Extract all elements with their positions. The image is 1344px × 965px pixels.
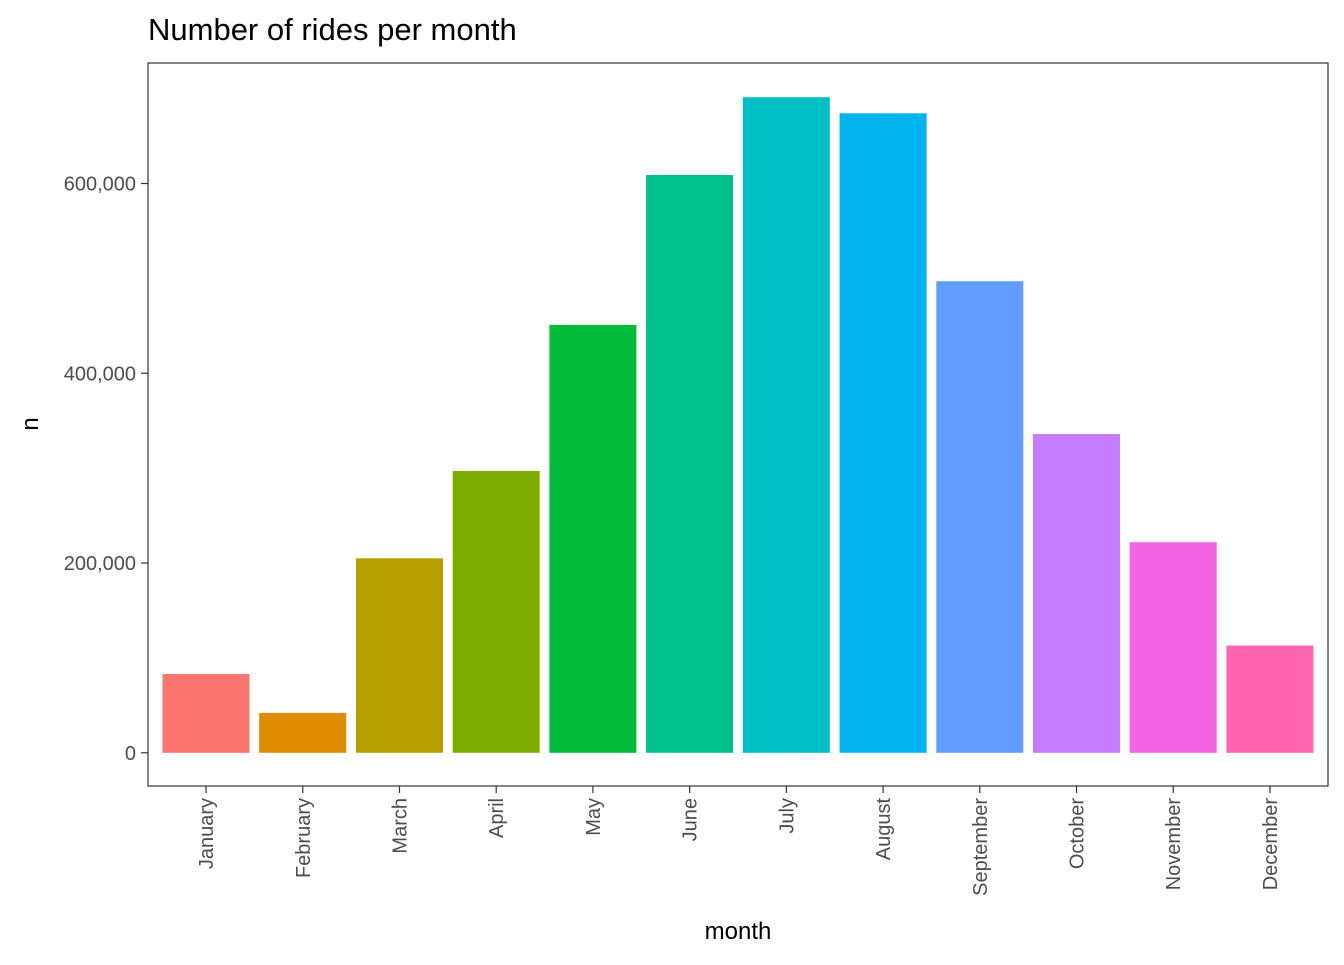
bar-september: [936, 281, 1024, 753]
bar-february: [259, 712, 347, 753]
x-tick-label: April: [486, 798, 508, 838]
x-tick-label: January: [196, 798, 218, 869]
bar-may: [549, 324, 637, 753]
bar-july: [742, 97, 830, 753]
x-tick-label: March: [390, 798, 412, 854]
y-tick-label: 400,000: [64, 363, 136, 385]
chart-title: Number of rides per month: [148, 12, 517, 47]
bar-march: [356, 558, 443, 753]
x-tick-label: August: [873, 798, 895, 861]
bar-december: [1226, 645, 1314, 753]
x-tick-label: May: [583, 798, 605, 836]
bar-june: [646, 175, 734, 753]
bar-november: [1129, 542, 1217, 753]
y-axis: 0 200,000 400,000 600,000: [64, 174, 148, 765]
bar-august: [839, 113, 927, 753]
x-axis-title: month: [705, 918, 772, 945]
bars-group: [162, 97, 1314, 753]
bar-october: [1033, 434, 1120, 753]
x-tick-label: September: [970, 798, 992, 896]
y-tick-label: 200,000: [64, 553, 136, 575]
y-tick-label: 600,000: [64, 174, 136, 196]
x-tick-label: July: [776, 798, 798, 834]
x-tick-label: June: [680, 798, 702, 841]
bar-january: [162, 674, 250, 753]
x-tick-label: December: [1260, 798, 1282, 891]
bar-april: [452, 471, 540, 753]
x-axis: January February March April May June July Augu…: [196, 786, 1282, 896]
x-tick-label: October: [1067, 798, 1089, 869]
x-tick-label: November: [1163, 798, 1185, 891]
plot-panel-border: [147, 62, 1329, 787]
y-tick-label: 0: [125, 743, 136, 765]
y-axis-title: n: [17, 417, 44, 430]
x-tick-label: February: [293, 798, 315, 878]
